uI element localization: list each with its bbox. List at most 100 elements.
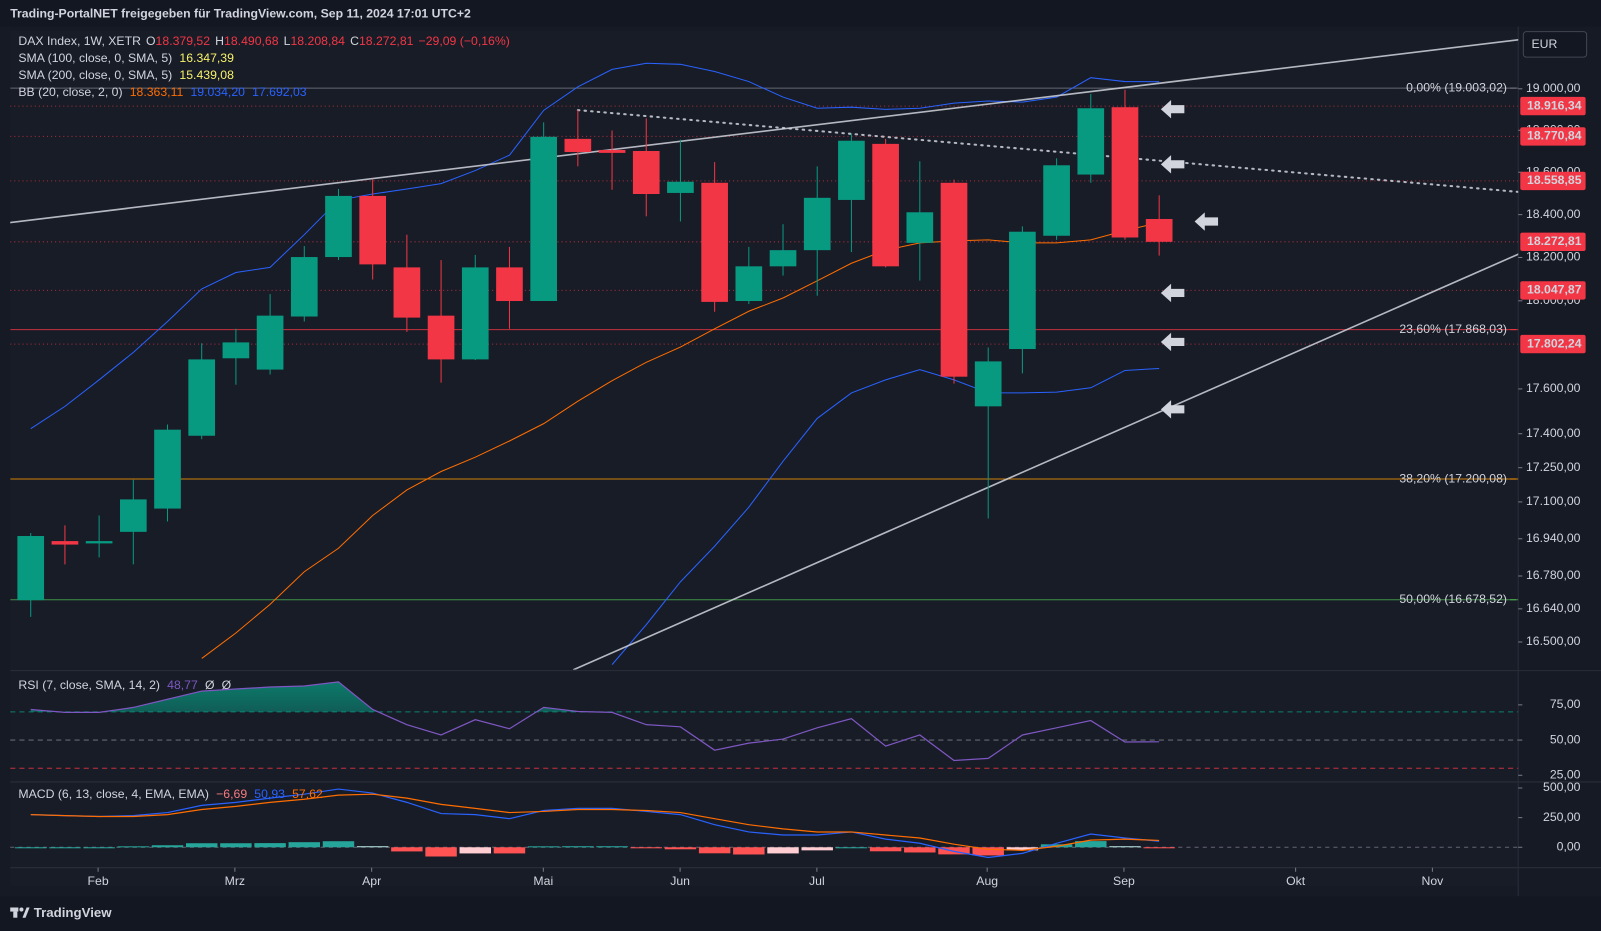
- rsi-legend: RSI (7, close, SMA, 14, 2) 48,77 Ø Ø: [18, 678, 231, 692]
- legend-line: SMA (100, close, 0, SMA, 5) 16.347,39: [18, 51, 234, 65]
- legend-key: O: [146, 34, 156, 48]
- y-tick-label: 16.500,00: [1526, 634, 1581, 648]
- candle-body: [1009, 231, 1036, 350]
- macd-title: MACD (6, 13, close, 4, EMA, EMA): [18, 787, 209, 801]
- y-tick-label: 17.100,00: [1526, 494, 1581, 508]
- indicator-name: SMA (200, close, 0, SMA, 5): [18, 68, 172, 82]
- macd-histogram-bar: [151, 845, 184, 848]
- y-tick-label: 16.640,00: [1526, 601, 1581, 615]
- macd-histogram-bar: [117, 846, 150, 848]
- currency[interactable]: EUR: [1531, 37, 1557, 51]
- indicator-value: 19.034,20: [190, 85, 245, 99]
- macd-histogram-bar: [596, 846, 628, 848]
- x-tick-label: Nov: [1421, 874, 1444, 888]
- macd-histogram-bar: [391, 847, 423, 852]
- rsi-extra: Ø: [205, 678, 215, 692]
- candle-body: [1077, 108, 1105, 175]
- macd-histogram-bar: [322, 841, 355, 848]
- y-tick-label: 25,00: [1550, 768, 1581, 782]
- fib-label: 50,00% (16.678,52): [1399, 592, 1507, 606]
- macd-histogram-bar: [698, 847, 731, 854]
- y-tick-label: 18.400,00: [1526, 207, 1581, 221]
- indicator-name: SMA (100, close, 0, SMA, 5): [18, 51, 172, 65]
- candle-body: [940, 182, 968, 377]
- trend-line: [576, 109, 1519, 193]
- y-tick-label: 16.940,00: [1526, 531, 1581, 545]
- y-tick-label: 50,00: [1550, 732, 1581, 746]
- macd-histogram-bar: [527, 846, 560, 848]
- macd-histogram-bar: [972, 847, 1004, 856]
- candle-body: [461, 267, 489, 360]
- macd-histogram-bar: [83, 847, 115, 849]
- fib-label: 0,00% (19.003,02): [1406, 80, 1507, 94]
- rsi-fill-group: [30, 681, 593, 712]
- candle-body: [735, 266, 763, 302]
- macd-histogram-bar: [425, 847, 457, 857]
- indicator-value: 18.363,11: [130, 85, 184, 99]
- legend-change: −29,09 (−0,16%): [419, 34, 510, 48]
- candle-body: [85, 541, 113, 544]
- y-tick-label: 500,00: [1543, 780, 1581, 794]
- candle-body: [256, 315, 284, 370]
- price-label-box: [1520, 127, 1586, 146]
- price-pane: 0,00% (19.003,02) 23,60% (17.868,03) 38,20…: [10, 38, 1519, 670]
- legend-title: DAX Index, 1W, XETR: [18, 34, 141, 48]
- candle-body: [769, 250, 797, 267]
- price-label-box: [1520, 96, 1586, 116]
- macd-histogram-bar: [14, 847, 47, 849]
- fib-label: 23,60% (17.868,03): [1399, 322, 1507, 336]
- macd-histogram-bar: [869, 847, 902, 852]
- macd-histogram-bar: [49, 847, 81, 849]
- candle-body: [359, 195, 387, 265]
- currency-box[interactable]: [1522, 31, 1588, 58]
- candle-body: [119, 499, 147, 532]
- candle-body: [906, 212, 934, 243]
- trend-line: [572, 253, 1519, 670]
- candle-body: [803, 197, 831, 251]
- price-label: 18.272,81: [1527, 234, 1582, 248]
- candle-body: [598, 149, 626, 153]
- candle-body: [17, 536, 45, 601]
- macd-histogram-bar: [1075, 841, 1107, 848]
- legend-key: H: [215, 34, 224, 48]
- price-label: 17.802,24: [1527, 336, 1582, 350]
- macd-histogram-bar: [459, 847, 491, 854]
- macd-value: 57,62: [292, 787, 323, 801]
- top-bar: [0, 0, 1601, 27]
- macd-value: −6,69: [216, 787, 247, 801]
- y-tick-label: 17.400,00: [1526, 426, 1581, 440]
- y-tick-label: 17.250,00: [1526, 460, 1581, 474]
- footer-bar: [0, 896, 1601, 931]
- macd-histogram-bar: [767, 847, 799, 854]
- x-tick-label: Sep: [1113, 874, 1135, 888]
- x-tick-label: Feb: [88, 874, 109, 888]
- y-tick-label: 0,00: [1557, 840, 1581, 854]
- macd-histogram-bar: [562, 846, 594, 848]
- indicator-value: 17.692,03: [252, 85, 307, 99]
- candle-body: [222, 342, 250, 359]
- price-label: 18.558,85: [1527, 173, 1582, 187]
- x-tick-label: Mai: [533, 874, 553, 888]
- candle-body: [290, 257, 318, 317]
- legend-line: DAX Index, 1W, XETR O18.379,52 H18.490,68 L…: [18, 34, 509, 48]
- price-label: 18.047,87: [1527, 283, 1582, 297]
- signal-line: [30, 793, 1160, 851]
- rsi-extra: Ø: [222, 678, 232, 692]
- candle-body: [632, 150, 660, 195]
- x-tick-label: Mrz: [225, 874, 245, 888]
- macd-histogram-bar: [254, 843, 286, 848]
- rsi-overbought-fill: [30, 681, 593, 712]
- price-label-box: [1520, 171, 1586, 191]
- price-label: 18.770,84: [1527, 129, 1582, 143]
- price-label-box: [1520, 232, 1586, 252]
- price-label-box: [1520, 334, 1586, 354]
- overlay-line: [611, 367, 1160, 665]
- rsi-value: 48,77: [167, 678, 198, 692]
- candle-body: [701, 182, 728, 302]
- legend-line: BB (20, close, 2, 0) 18.363,11 19.034,20 17…: [18, 85, 306, 99]
- y-tick-label: 18.200,00: [1526, 250, 1581, 264]
- macd-value: 50,93: [254, 787, 285, 801]
- indicator-value: 15.439,08: [179, 68, 234, 82]
